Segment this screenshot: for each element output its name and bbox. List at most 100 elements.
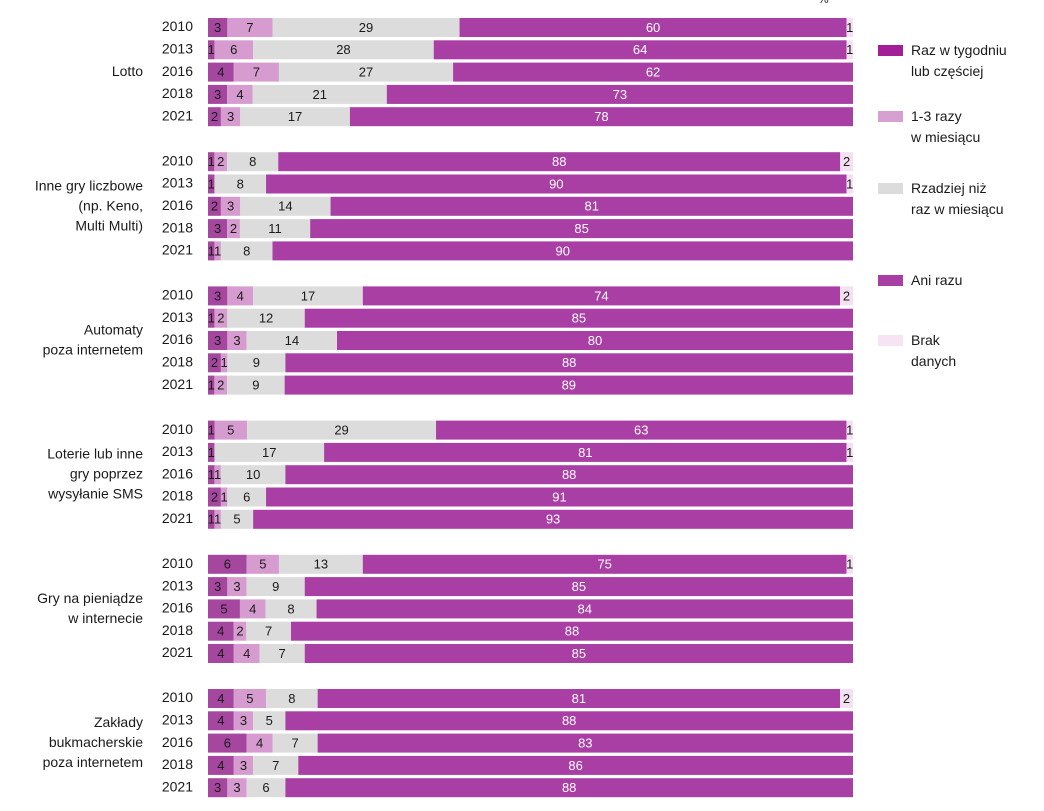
bar-segment-rzadziej-ni-raz-w-miesi-cu <box>227 308 305 328</box>
data-label: 8 <box>287 601 294 616</box>
data-label: 3 <box>214 333 221 348</box>
data-label: 2 <box>843 154 850 169</box>
bar-segment-1-3-razy-w-miesi-cu <box>239 599 266 619</box>
legend-swatch <box>878 183 903 194</box>
bar-segment-raz-w-tygodniu-lub-cz-ciej <box>208 375 215 395</box>
legend-swatch <box>878 45 903 56</box>
bar-segment-ani-razu <box>304 577 853 597</box>
bar-segment-1-3-razy-w-miesi-cu <box>227 286 254 306</box>
bar-segment-1-3-razy-w-miesi-cu <box>214 420 248 440</box>
year-label: 2021 <box>162 107 193 123</box>
group-label-zak-ady: Zakłady bukmacherskie poza internetem <box>43 714 144 770</box>
data-label: 1 <box>221 355 228 370</box>
bar-segment-ani-razu <box>284 375 853 395</box>
year-label: 2013 <box>162 577 193 593</box>
bar-segment-rzadziej-ni-raz-w-miesi-cu <box>259 644 305 663</box>
data-label: 4 <box>237 288 244 303</box>
data-label: 29 <box>359 20 373 35</box>
bar-segment-rzadziej-ni-raz-w-miesi-cu <box>220 509 254 529</box>
data-label: 60 <box>646 20 660 35</box>
bar-segment-raz-w-tygodniu-lub-cz-ciej <box>208 442 215 462</box>
bar-segment-raz-w-tygodniu-lub-cz-ciej <box>208 308 215 328</box>
data-label: 90 <box>556 243 570 258</box>
bar-segment-1-3-razy-w-miesi-cu <box>214 241 221 261</box>
data-label: 3 <box>214 87 221 102</box>
bar-segment-1-3-razy-w-miesi-cu <box>227 84 253 104</box>
bar-segment-ani-razu <box>285 353 853 373</box>
bar-segment-ani-razu <box>285 465 853 485</box>
bar-segment-rzadziej-ni-raz-w-miesi-cu <box>227 152 279 172</box>
bar-segment-rzadziej-ni-raz-w-miesi-cu <box>227 353 286 373</box>
bar-segment-raz-w-tygodniu-lub-cz-ciej <box>208 152 215 172</box>
data-label: 7 <box>279 646 286 661</box>
group-label-automaty: Automaty poza internetem <box>43 321 143 357</box>
data-label: 3 <box>227 199 234 214</box>
data-label: 75 <box>597 557 611 572</box>
bar-segment-raz-w-tygodniu-lub-cz-ciej <box>208 755 234 775</box>
data-label: 81 <box>572 691 586 706</box>
bar-segment-raz-w-tygodniu-lub-cz-ciej <box>208 487 221 507</box>
data-label: 6 <box>224 736 231 751</box>
bar-segment-raz-w-tygodniu-lub-cz-ciej <box>208 286 228 306</box>
data-label: 7 <box>272 758 279 773</box>
data-label: 8 <box>288 691 295 706</box>
bar-segment-brak-danych <box>846 174 853 194</box>
bar-segment-ani-razu <box>285 711 853 731</box>
legend-label: Ani razu <box>911 272 963 288</box>
data-label: 5 <box>246 691 253 706</box>
data-label: 1 <box>846 423 853 438</box>
bar-segment-raz-w-tygodniu-lub-cz-ciej <box>208 509 215 529</box>
data-label: 88 <box>562 713 576 728</box>
data-label: 8 <box>249 154 256 169</box>
bar-segment-ani-razu <box>304 308 853 328</box>
data-label: 5 <box>259 557 266 572</box>
data-label: 4 <box>243 646 250 661</box>
bar-segment-ani-razu <box>386 84 853 104</box>
bar-segment-ani-razu <box>310 219 853 239</box>
data-label: 6 <box>230 42 237 57</box>
data-label: 2 <box>236 624 243 639</box>
year-label: 2018 <box>162 85 193 101</box>
bar-segment-rzadziej-ni-raz-w-miesi-cu <box>227 375 285 395</box>
bar-segment-1-3-razy-w-miesi-cu <box>233 755 254 775</box>
data-label: 1 <box>846 176 853 191</box>
data-label: 63 <box>634 423 648 438</box>
data-label: 4 <box>236 87 243 102</box>
year-label: 2021 <box>162 644 193 660</box>
year-label: 2018 <box>162 622 193 638</box>
bar-segment-1-3-razy-w-miesi-cu <box>246 733 273 753</box>
bar-segment-rzadziej-ni-raz-w-miesi-cu <box>246 331 337 350</box>
bar-segment-rzadziej-ni-raz-w-miesi-cu <box>272 733 318 753</box>
data-label: 14 <box>285 333 299 348</box>
bar-segment-rzadziej-ni-raz-w-miesi-cu <box>246 577 305 597</box>
bar-segment-raz-w-tygodniu-lub-cz-ciej <box>208 331 228 350</box>
data-label: 3 <box>214 20 221 35</box>
bar-segment-1-3-razy-w-miesi-cu <box>214 509 221 529</box>
bar-segment-1-3-razy-w-miesi-cu <box>214 308 228 328</box>
bar-segment-ani-razu <box>298 755 853 775</box>
data-label: 3 <box>214 579 221 594</box>
bar-segment-brak-danych <box>846 442 853 462</box>
bar-segment-raz-w-tygodniu-lub-cz-ciej <box>208 420 215 440</box>
data-label: 64 <box>633 42 647 57</box>
bar-segment-rzadziej-ni-raz-w-miesi-cu <box>253 755 299 775</box>
year-label: 2013 <box>162 41 193 57</box>
year-label: 2013 <box>162 712 193 728</box>
bar-segment-rzadziej-ni-raz-w-miesi-cu <box>239 219 311 239</box>
year-label: 2021 <box>162 778 193 794</box>
data-label: 4 <box>217 713 224 728</box>
data-label: 3 <box>233 333 240 348</box>
bar-segment-brak-danych <box>840 286 853 306</box>
bar-segment-raz-w-tygodniu-lub-cz-ciej <box>208 577 228 597</box>
data-label: 1 <box>208 176 215 191</box>
bar-segment-rzadziej-ni-raz-w-miesi-cu <box>220 465 286 485</box>
data-label: 7 <box>246 20 253 35</box>
data-label: 3 <box>214 221 221 236</box>
bar-segment-raz-w-tygodniu-lub-cz-ciej <box>208 241 215 261</box>
data-label: 1 <box>846 42 853 57</box>
year-label: 2018 <box>162 756 193 772</box>
bar-segment-rzadziej-ni-raz-w-miesi-cu <box>253 40 434 60</box>
bar-segment-raz-w-tygodniu-lub-cz-ciej <box>208 621 234 641</box>
bar-segment-1-3-razy-w-miesi-cu <box>233 62 279 82</box>
data-label: 1 <box>208 423 215 438</box>
